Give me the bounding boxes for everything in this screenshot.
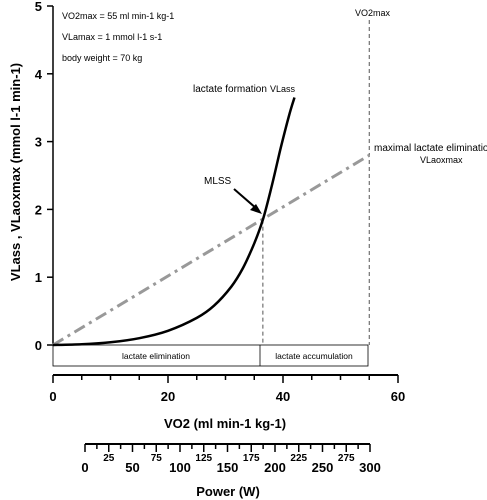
x-tick-label: 0: [49, 389, 56, 404]
series-line-max-elimination: [52, 153, 371, 347]
x-axis-title: VO2 (ml min-1 kg-1): [164, 416, 286, 431]
zone-box: [52, 344, 369, 367]
x-tick-label: 60: [391, 389, 405, 404]
power-tick-label: 75: [151, 453, 163, 464]
max-elimination-label: maximal lactate elimination: [374, 143, 487, 154]
power-ticks: 0 25 50 75 100 125 150 175 200 225 250 275 300: [81, 444, 381, 475]
y-tick-label: 2: [35, 202, 42, 217]
note-vlamax: VLamax = 1 mmol l-1 s-1: [62, 32, 162, 42]
power-tick-label: 150: [217, 460, 239, 475]
power-tick-label: 225: [290, 453, 307, 464]
lactate-formation-label: lactate formation: [193, 84, 267, 95]
x-ticks: 0 20 40 60: [49, 375, 405, 404]
power-tick-label: 275: [338, 453, 355, 464]
note-body-weight: body weight = 70 kg: [62, 53, 142, 63]
power-axis-title: Power (W): [196, 484, 260, 499]
note-vo2max: VO2max = 55 ml min-1 kg-1: [62, 11, 174, 21]
power-tick-label: 50: [125, 460, 139, 475]
y-tick-label: 0: [35, 338, 42, 353]
series-line-lactate-formation: [52, 97, 296, 347]
vla-ss-label: VLass: [270, 84, 296, 94]
mlss-arrowhead: [250, 204, 262, 214]
power-tick-label: 25: [103, 453, 115, 464]
power-tick-label: 125: [195, 453, 212, 464]
y-axis-title: VLass , VLaoxmax (mmol l-1 min-1): [8, 63, 23, 281]
power-tick-label: 0: [81, 460, 88, 475]
y-tick-label: 4: [35, 67, 43, 82]
y-ticks: 0 1 2 3 4 5: [35, 0, 53, 353]
power-tick-label: 100: [169, 460, 191, 475]
zone-label-elimination: lactate elimination: [122, 351, 190, 361]
y-tick-label: 3: [35, 135, 42, 150]
power-tick-label: 300: [359, 460, 381, 475]
mlss-label: MLSS: [204, 176, 232, 187]
power-tick-label: 200: [264, 460, 286, 475]
power-tick-label: 175: [243, 453, 260, 464]
y-tick-label: 1: [35, 270, 42, 285]
vla-oxmax-label: VLaoxmax: [420, 155, 463, 165]
y-tick-label: 5: [35, 0, 42, 14]
vo2max-line-label: VO2max: [355, 8, 391, 18]
x-tick-label: 40: [276, 389, 290, 404]
power-tick-label: 250: [312, 460, 334, 475]
x-tick-label: 20: [161, 389, 175, 404]
mlss-arrow: [233, 188, 258, 210]
zone-label-accumulation: lactate accumulation: [275, 351, 353, 361]
